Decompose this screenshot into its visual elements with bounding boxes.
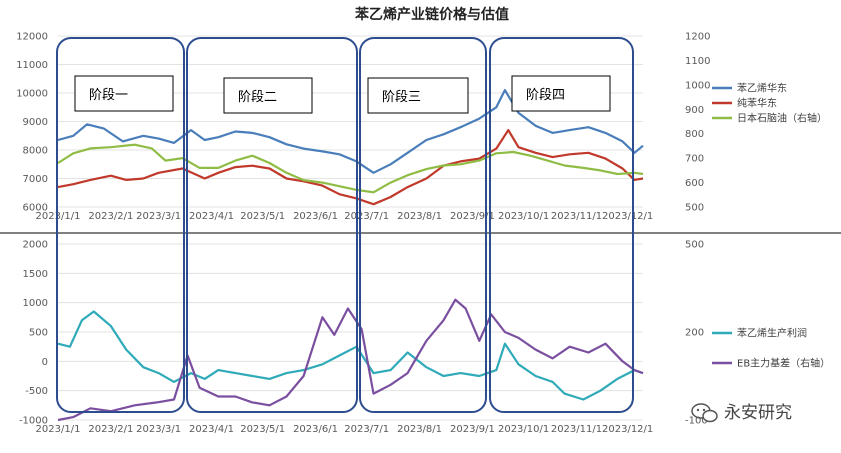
x-tick-label: 2023/7/1 <box>344 211 389 222</box>
legend-label: EB主力基差（右轴） <box>737 357 830 370</box>
stage-box <box>56 37 185 413</box>
y-tick-label: -1000 <box>19 416 48 427</box>
watermark-text: 永安研究 <box>724 403 792 423</box>
x-tick-label: 2023/4/1 <box>189 424 234 435</box>
x-tick-label: 2023/6/1 <box>293 211 338 222</box>
legend-label: 苯乙烯生产利润 <box>737 327 807 340</box>
bottom-valuation-panel: -1000 -500 0 500 1000 1500 2000 -100 200 500 2023/… <box>19 240 830 436</box>
x-tick-label: 2023/6/1 <box>293 424 338 435</box>
y2-tick-label: 700 <box>685 154 704 165</box>
legend-label: 日本石脑油（右轴） <box>737 112 827 125</box>
x-tick-label: 2023/2/1 <box>88 424 133 435</box>
series-line <box>57 298 644 422</box>
y2-tick-label: 1100 <box>685 56 710 67</box>
stage-label: 阶段三 <box>382 90 421 105</box>
series-line <box>57 143 644 194</box>
y-tick-label: 6000 <box>23 203 48 214</box>
x-tick-label: 2023/2/1 <box>88 211 133 222</box>
y2-tick-label: 900 <box>685 105 704 116</box>
stage-label: 阶段四 <box>526 88 565 103</box>
y2-tick-label: 1000 <box>685 80 710 91</box>
y-tick-label: 7000 <box>23 174 48 185</box>
x-tick-label: 2023/5/1 <box>240 424 285 435</box>
stage-label-box <box>74 75 174 112</box>
x-tick-label: 2023/7/1 <box>344 424 389 435</box>
x-tick-label: 2023/1/1 <box>36 424 81 435</box>
top-price-panel: 6000 7000 8000 9000 10000 11000 12000 500 600 700… <box>16 32 827 223</box>
y2-tick-label: 500 <box>685 240 704 251</box>
y2-tick-label: 1200 <box>685 32 710 43</box>
y-tick-label: 8000 <box>23 146 48 157</box>
series-line <box>57 129 644 206</box>
stage-label-box <box>367 77 469 114</box>
x-tick-label: 2023/4/1 <box>189 211 234 222</box>
x-tick-label: 2023/12/1 <box>602 211 653 222</box>
x-tick-label: 2023/11/1 <box>551 211 602 222</box>
x-tick-label: 2023/10/1 <box>498 211 549 222</box>
stage-label-box <box>223 77 313 114</box>
x-tick-label: 2023/10/1 <box>498 424 549 435</box>
chart-title: 苯乙烯产业链价格与估值 <box>354 6 509 23</box>
y-tick-label: 11000 <box>16 60 48 71</box>
stage-label: 阶段二 <box>238 90 277 105</box>
y-tick-label: 500 <box>29 328 48 339</box>
y-tick-label: 1500 <box>23 269 48 280</box>
y-tick-label: 10000 <box>16 89 48 100</box>
x-tick-label: 2023/8/1 <box>397 424 442 435</box>
x-tick-label: 2023/11/1 <box>551 424 602 435</box>
x-tick-label: 2023/9/1 <box>450 211 495 222</box>
x-tick-label: 2023/5/1 <box>240 211 285 222</box>
stage-boxes: 阶段一 阶段二 阶段三 阶段四 <box>56 37 634 413</box>
x-tick-label: 2023/9/1 <box>450 424 495 435</box>
y2-tick-label: 500 <box>685 203 704 214</box>
y2-tick-label: 200 <box>685 328 704 339</box>
x-tick-label: 2023/8/1 <box>397 211 442 222</box>
y2-tick-label: 600 <box>685 178 704 189</box>
watermark: 永安研究 <box>691 403 792 423</box>
y-tick-label: 1000 <box>23 298 48 309</box>
x-tick-label: 2023/3/1 <box>136 211 181 222</box>
stage-label: 阶段一 <box>89 88 128 103</box>
y2-tick-label: -100 <box>685 416 708 427</box>
wechat-icon <box>691 403 718 423</box>
x-tick-label: 2023/12/1 <box>602 424 653 435</box>
stage-label-box <box>511 75 611 112</box>
stage-box <box>359 37 487 413</box>
y-tick-label: 0 <box>42 357 48 368</box>
legend-label: 纯苯华东 <box>737 97 777 110</box>
series-line <box>57 310 644 401</box>
x-tick-label: 2023/3/1 <box>136 424 181 435</box>
y-tick-label: -500 <box>25 386 48 397</box>
y-tick-label: 12000 <box>16 32 48 43</box>
y-tick-label: 2000 <box>23 240 48 251</box>
stage-box <box>186 37 358 413</box>
y-tick-label: 9000 <box>23 117 48 128</box>
legend-label: 苯乙烯华东 <box>737 82 787 95</box>
y2-tick-label: 800 <box>685 129 704 140</box>
stage-box <box>489 37 634 413</box>
